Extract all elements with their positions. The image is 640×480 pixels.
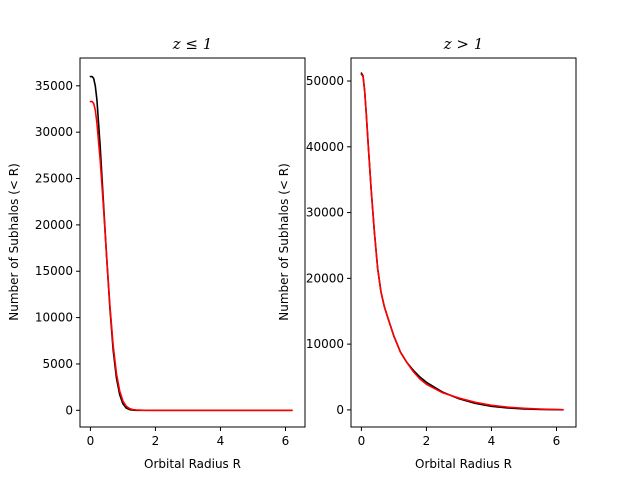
panel-left-title: z ≤ 1 <box>172 35 213 53</box>
panel-left-ylabel: Number of Subhalos (< R) <box>7 163 21 321</box>
panel-right-xtick-label-1: 2 <box>423 434 431 448</box>
panel-left-xtick-label-0: 0 <box>87 434 95 448</box>
panel-left-ytick-label-6: 30000 <box>35 125 73 139</box>
panel-right-ytick-label-4: 40000 <box>306 140 344 154</box>
panel-right-yticks: 0 10000 20000 30000 40000 50000 <box>306 74 351 417</box>
panel-right-title: z > 1 <box>443 35 484 53</box>
panel-left-xtick-label-1: 2 <box>152 434 160 448</box>
panel-left-ytick-label-5: 25000 <box>35 172 73 186</box>
panel-left-ytick-label-2: 10000 <box>35 311 73 325</box>
panel-right: z > 1 0 2 4 6 0 10000 20000 30000 40000 50000 Or… <box>277 35 577 471</box>
panel-right-ytick-label-1: 10000 <box>306 337 344 351</box>
panel-right-frame <box>350 57 577 428</box>
panel-right-ytick-label-2: 20000 <box>306 271 344 285</box>
panel-left-series-1-line <box>89 100 293 412</box>
panel-left-xtick-label-2: 4 <box>217 434 225 448</box>
panel-right-series-1-line <box>360 73 564 411</box>
panel-right-series-0-line <box>360 72 564 411</box>
panel-left-series <box>89 75 293 412</box>
panel-left-ytick-label-7: 35000 <box>35 79 73 93</box>
panel-right-ytick-label-5: 50000 <box>306 74 344 88</box>
panel-right-series <box>360 72 564 411</box>
panel-right-xtick-label-2: 4 <box>488 434 496 448</box>
panel-left-ytick-label-0: 0 <box>65 403 73 417</box>
panel-left-xtick-label-3: 6 <box>282 434 290 448</box>
panel-right-ytick-label-0: 0 <box>336 403 344 417</box>
panel-left-frame <box>79 57 306 428</box>
panel-right-xticks: 0 2 4 6 <box>358 427 561 448</box>
panel-right-xlabel: Orbital Radius R <box>415 457 512 471</box>
panel-left-ytick-label-3: 15000 <box>35 264 73 278</box>
panel-right-ytick-label-3: 30000 <box>306 206 344 220</box>
panel-left-yticks: 0 5000 10000 15000 20000 25000 30000 35000 <box>35 79 80 417</box>
panel-left-ytick-label-4: 20000 <box>35 218 73 232</box>
panel-left-ytick-label-1: 5000 <box>42 357 73 371</box>
panel-left-xlabel: Orbital Radius R <box>144 457 241 471</box>
panel-left-series-0-line <box>89 75 293 412</box>
panel-right-xtick-label-3: 6 <box>553 434 561 448</box>
panel-left-xticks: 0 2 4 6 <box>87 427 290 448</box>
panel-left: z ≤ 1 0 2 4 6 0 5000 10000 15000 20000 25000 3000… <box>7 35 306 471</box>
panel-right-ylabel: Number of Subhalos (< R) <box>277 163 291 321</box>
panel-right-xtick-label-0: 0 <box>358 434 366 448</box>
